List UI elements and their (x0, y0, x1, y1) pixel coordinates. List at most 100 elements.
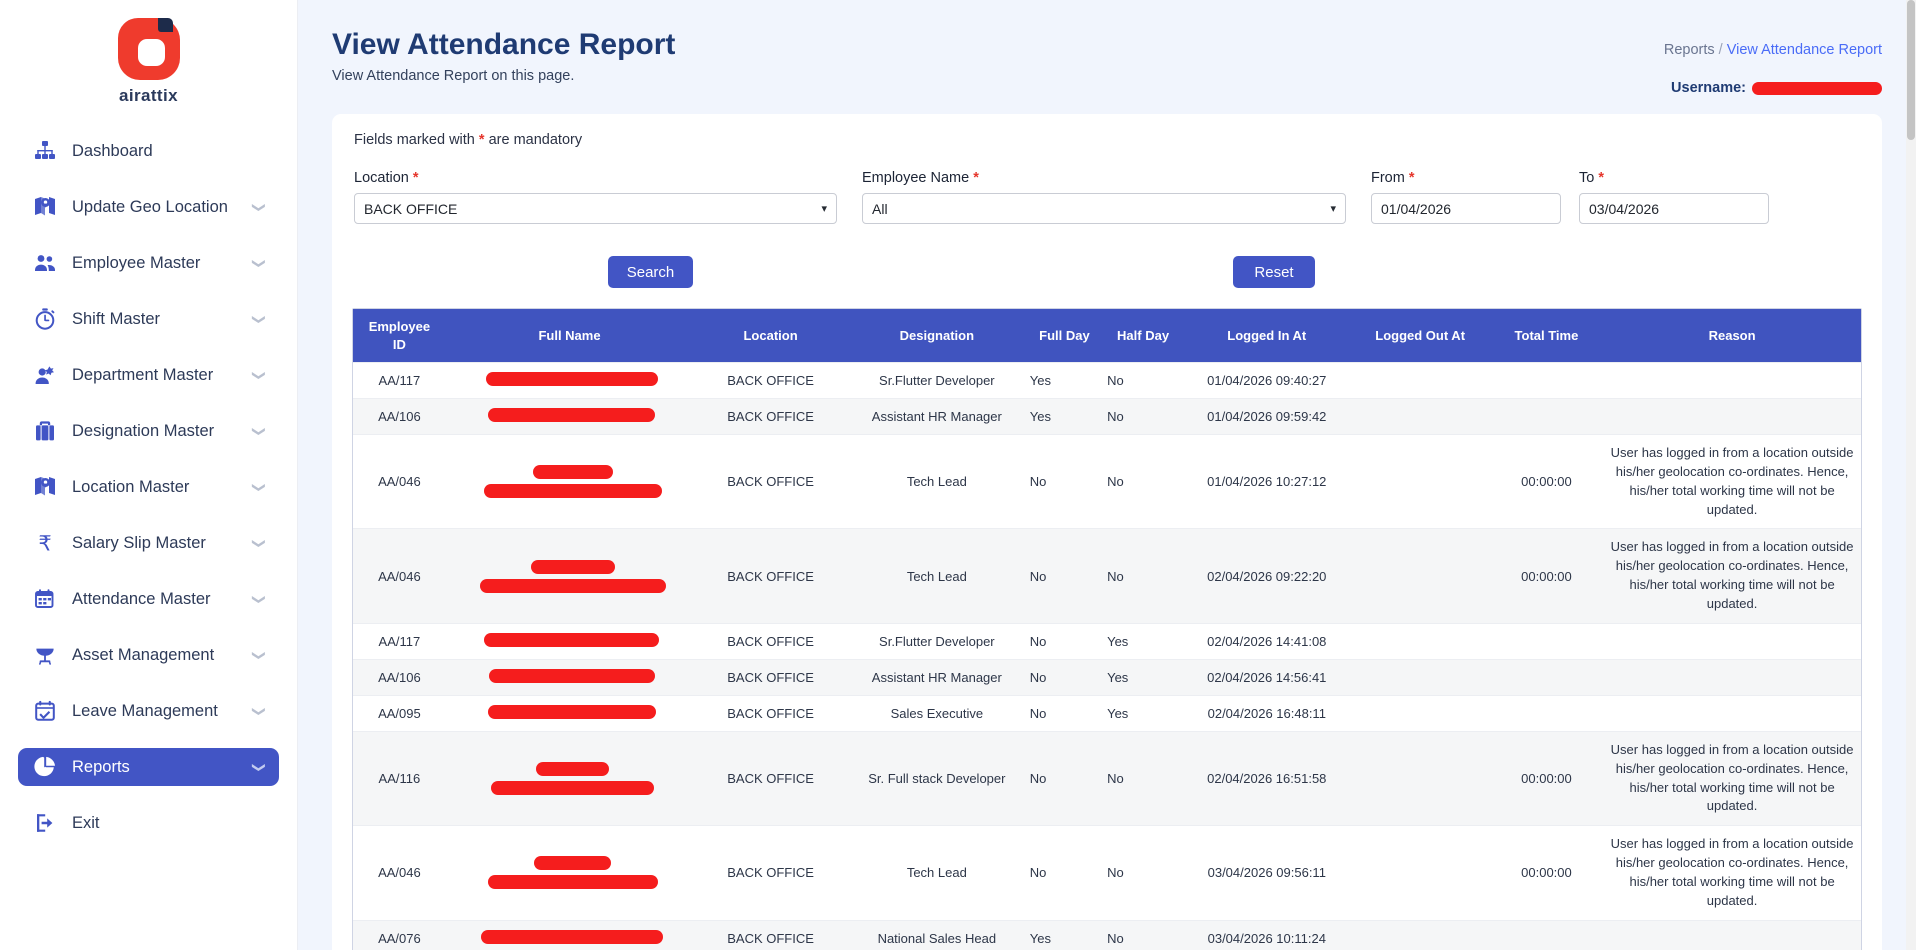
cell-total-time (1489, 622, 1604, 660)
cell-employee-id: AA/076 (353, 919, 446, 950)
sidebar-item-employee-master[interactable]: Employee Master ❯ (18, 244, 279, 282)
cell-logged-out-at (1350, 694, 1490, 732)
cell-logged-in-at: 01/04/2026 10:27:12 (1183, 434, 1351, 529)
cell-logged-in-at: 01/04/2026 09:59:42 (1183, 398, 1351, 435)
attendance-table: Employee ID Full Name Location Designation Fu… (353, 309, 1861, 950)
from-label-text: From (1371, 170, 1405, 186)
sidebar-item-salary-slip-master[interactable]: ₹ Salary Slip Master ❯ (18, 524, 279, 562)
sidebar-item-update-geo-location[interactable]: Update Geo Location ❯ (18, 188, 279, 226)
filter-fields: Location * BACK OFFICE ▾ Employee Name *… (352, 170, 1862, 224)
map-pin-icon (32, 474, 58, 500)
users-icon (32, 250, 58, 276)
cell-full-name (445, 658, 694, 696)
chevron-down-icon: ▾ (821, 203, 827, 215)
table-column-designation: Designation (847, 309, 1026, 363)
cell-half-day: Yes (1103, 622, 1183, 660)
sidebar-item-label: Employee Master (72, 253, 201, 272)
filter-actions: Search Reset (352, 248, 1862, 306)
table-row: AA/117 BACK OFFICE Sr.Flutter Developer Yes… (353, 362, 1861, 399)
full-name-redacted (487, 875, 658, 890)
reset-button[interactable]: Reset (1233, 256, 1315, 288)
location-select[interactable]: BACK OFFICE ▾ (354, 193, 837, 224)
table-body: AA/117 BACK OFFICE Sr.Flutter Developer Yes… (353, 362, 1861, 950)
sidebar-item-label: Dashboard (72, 141, 153, 160)
cell-reason: User has logged in from a location outsi… (1603, 434, 1861, 529)
scrollbar-thumb[interactable] (1907, 0, 1915, 140)
cell-logged-in-at: 03/04/2026 10:11:24 (1183, 919, 1351, 950)
cell-full-day: No (1025, 434, 1104, 529)
page-title: View Attendance Report (332, 28, 676, 61)
page-scrollbar[interactable] (1906, 0, 1916, 950)
cell-full-name (445, 362, 694, 399)
cell-logged-out-at (1350, 658, 1490, 696)
cell-half-day: No (1103, 825, 1183, 921)
cell-reason (1603, 622, 1861, 660)
sidebar-item-attendance-master[interactable]: Attendance Master ❯ (18, 580, 279, 618)
sidebar-item-label: Salary Slip Master (72, 533, 206, 552)
sidebar-item-department-master[interactable]: Department Master ❯ (18, 356, 279, 394)
cell-full-name (445, 434, 694, 529)
map-pin-icon (32, 194, 58, 220)
breadcrumb-parent[interactable]: Reports (1663, 42, 1715, 58)
cell-designation: Sr.Flutter Developer (847, 622, 1026, 660)
cell-reason: User has logged in from a location outsi… (1603, 825, 1861, 921)
airattix-logo-icon (117, 18, 180, 80)
location-value: BACK OFFICE (364, 200, 458, 217)
cell-location: BACK OFFICE (693, 622, 848, 660)
chevron-down-icon: ❯ (252, 761, 268, 773)
employee-required-star: * (973, 170, 979, 186)
sidebar-item-designation-master[interactable]: Designation Master ❯ (18, 412, 279, 450)
sidebar-item-asset-management[interactable]: Asset Management ❯ (18, 636, 279, 674)
cell-logged-in-at: 02/04/2026 16:48:11 (1183, 694, 1351, 732)
calendar-tick-icon (32, 698, 58, 724)
sidebar-item-label: Leave Management (72, 701, 218, 720)
sidebar-item-dashboard[interactable]: Dashboard (18, 132, 279, 170)
full-name-redacted (532, 465, 613, 480)
field-from-date: From * 01/04/2026 (1371, 170, 1561, 224)
sidebar-item-leave-management[interactable]: Leave Management ❯ (18, 692, 279, 730)
cell-total-time (1489, 694, 1604, 732)
logout-icon (32, 810, 58, 836)
table-row: AA/095 BACK OFFICE Sales Executive No Yes 02/… (353, 694, 1861, 732)
cell-total-time: 00:00:00 (1489, 825, 1604, 921)
cell-employee-id: AA/116 (353, 730, 446, 826)
employee-select[interactable]: All ▾ (862, 193, 1346, 224)
from-date-input[interactable]: 01/04/2026 (1371, 193, 1561, 224)
cell-full-day: No (1025, 694, 1104, 732)
sidebar-item-location-master[interactable]: Location Master ❯ (18, 468, 279, 506)
full-name-redacted (487, 704, 656, 719)
cell-logged-out-at (1350, 825, 1490, 921)
sidebar-item-shift-master[interactable]: Shift Master ❯ (18, 300, 279, 338)
cell-location: BACK OFFICE (693, 694, 848, 732)
sidebar-item-reports[interactable]: Reports ❯ (18, 748, 279, 786)
cell-full-name (445, 528, 694, 624)
to-date-input[interactable]: 03/04/2026 (1579, 193, 1769, 224)
sidebar-item-exit[interactable]: Exit (18, 804, 279, 842)
search-button[interactable]: Search (608, 256, 693, 288)
cell-logged-out-at (1350, 398, 1490, 435)
cell-full-name (445, 919, 694, 950)
mandatory-note: Fields marked with * are mandatory (354, 132, 1862, 148)
cell-logged-in-at: 03/04/2026 09:56:11 (1183, 825, 1351, 921)
table-column-logged-out-at: Logged Out At (1350, 309, 1490, 363)
sidebar-item-label: Asset Management (72, 645, 215, 664)
cell-employee-id: AA/046 (353, 434, 446, 529)
table-column-location: Location (693, 309, 848, 363)
breadcrumb-current: View Attendance Report (1726, 42, 1882, 58)
from-date-value: 01/04/2026 (1381, 200, 1452, 217)
full-name-redacted (536, 762, 610, 777)
cell-full-name (445, 398, 694, 435)
sidebar-nav: Dashboard Update Geo Location ❯ Employee Ma… (0, 132, 297, 842)
sidebar-item-label: Location Master (72, 477, 190, 496)
table-column-total-time: Total Time (1489, 309, 1604, 363)
username-redacted-value (1752, 81, 1882, 95)
cell-employee-id: AA/117 (353, 362, 446, 399)
cell-designation: Sr. Full stack Developer (847, 730, 1026, 826)
field-location: Location * BACK OFFICE ▾ (354, 170, 837, 224)
cell-half-day: No (1103, 362, 1183, 399)
full-name-redacted (491, 781, 655, 796)
full-name-redacted (480, 929, 663, 944)
cell-logged-out-at (1350, 362, 1490, 399)
cell-total-time (1489, 398, 1604, 435)
